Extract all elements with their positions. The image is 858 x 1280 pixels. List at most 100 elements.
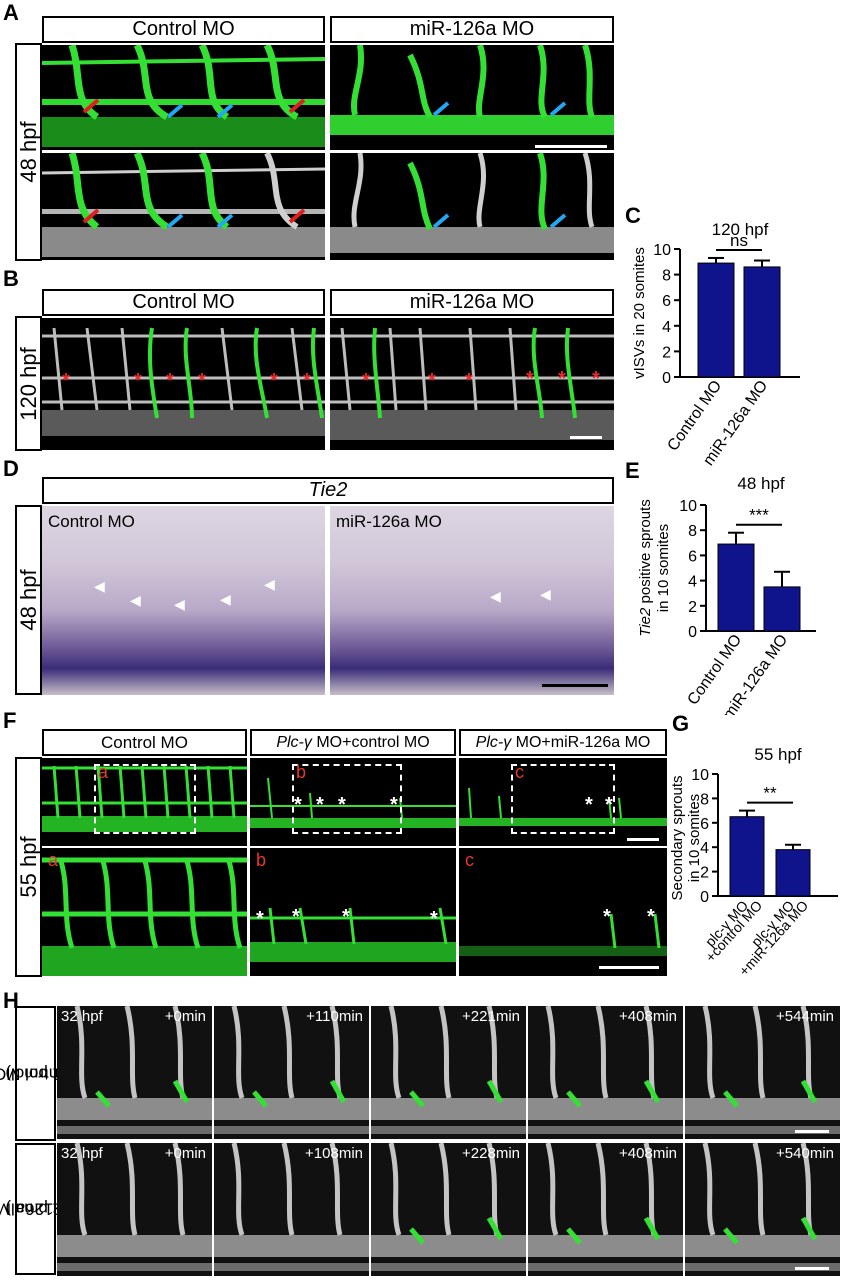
- y-tick-label: 10: [691, 767, 709, 784]
- stage-label-b: 120 hpf: [15, 316, 42, 451]
- timelapse-time-label: +221min: [462, 1008, 520, 1025]
- micrograph-a-mir-bottom: [330, 153, 614, 260]
- bar: [729, 816, 765, 897]
- timelapse-time-label: +0min: [164, 1008, 206, 1025]
- red-asterisk: *: [558, 368, 566, 390]
- significance-label: ns: [730, 231, 748, 250]
- header-tie2: Tie2: [42, 477, 614, 504]
- timelapse-time-label: +540min: [776, 1145, 834, 1162]
- y-tick-label: 2: [688, 599, 697, 616]
- micrograph-f-plc-mir-high: c * *: [459, 848, 667, 976]
- red-asterisk: *: [270, 370, 278, 392]
- header-control-mo-b: Control MO: [42, 289, 325, 316]
- significance-label: **: [763, 784, 777, 803]
- inset-box-a: [94, 764, 196, 834]
- white-asterisk: *: [256, 908, 264, 930]
- red-asterisk: *: [134, 370, 142, 392]
- panel-letter-g: G: [672, 711, 690, 736]
- y-tick-label: 2: [700, 865, 709, 882]
- timelapse-frame-control-0: 32 hpf +0min: [57, 1006, 212, 1139]
- scale-bar-f-high: [599, 966, 659, 969]
- timelapse-time-label: +544min: [776, 1008, 834, 1025]
- timelapse-start-label: 32 hpf: [61, 1145, 103, 1162]
- scale-bar-b: [570, 436, 602, 439]
- header-control-mo-f: Control MO: [42, 729, 247, 756]
- timelapse-frame-control-2: +221min: [371, 1006, 526, 1139]
- y-axis-label-line2: in 10 somites: [655, 524, 672, 612]
- y-tick-label: 0: [700, 889, 709, 906]
- red-asterisk: *: [166, 370, 174, 392]
- bar: [743, 266, 781, 378]
- ish-image-control: Control MO ◀ ◀ ◀ ◀ ◀: [42, 506, 325, 695]
- bar: [717, 543, 755, 632]
- micrograph-f-control-high: a: [42, 848, 247, 976]
- timelapse-frame-mir-0: 32 hpf +0min: [57, 1143, 212, 1276]
- ish-image-mir: miR-126a MO ◀ ◀: [330, 506, 614, 695]
- inset-letter-c: c: [515, 762, 524, 782]
- timelapse-frame-control-1: +110min: [214, 1006, 369, 1139]
- white-asterisk: *: [605, 794, 613, 816]
- inset-letter-b: b: [296, 762, 307, 782]
- arrowhead: ◀: [174, 596, 185, 612]
- micrograph-b-control: * * * * * *: [42, 318, 325, 450]
- red-asterisk: *: [465, 370, 473, 392]
- inset-letter-b-zoom: b: [256, 850, 267, 870]
- y-tick-label: 8: [662, 268, 671, 285]
- y-tick-label: 10: [679, 498, 697, 515]
- chart-g: 55 hpf 0 2 4 6 8 10 ** Secondary sprouts in 10 so…: [669, 745, 838, 979]
- significance-label: ***: [749, 506, 769, 525]
- y-tick-label: 6: [662, 293, 671, 310]
- panel-letter-b: B: [3, 266, 19, 291]
- red-asterisk: *: [303, 370, 311, 392]
- red-asterisk: *: [62, 370, 70, 392]
- white-asterisk: *: [585, 794, 593, 816]
- stage-label-h-control: Control MO (2 pmol): [0, 1006, 79, 1141]
- stage-label-f: 55 hpf: [15, 757, 42, 977]
- panel-letter-e: E: [625, 458, 640, 483]
- red-asterisk: *: [592, 368, 600, 390]
- timelapse-start-label: 32 hpf: [61, 1008, 103, 1025]
- red-asterisk: *: [362, 370, 370, 392]
- white-asterisk: *: [390, 794, 398, 816]
- y-tick-label: 8: [700, 791, 709, 808]
- ish-label-control: Control MO: [48, 512, 135, 531]
- stage-label-h-mir: miR-126a MO(2 pmol): [0, 1143, 88, 1275]
- inset-letter-a-zoom: a: [48, 850, 59, 870]
- chart-title: 48 hpf: [737, 474, 785, 493]
- y-axis-label: vISVs in 20 somites: [631, 247, 648, 379]
- timelapse-frame-mir-1: +108min: [214, 1143, 369, 1276]
- scale-bar-h: [795, 1130, 829, 1133]
- timelapse-time-label: +108min: [305, 1145, 363, 1162]
- y-tick-label: 4: [662, 319, 671, 336]
- inset-letter-c-zoom: c: [465, 850, 474, 870]
- y-tick-label: 0: [662, 370, 671, 387]
- micrograph-a-control-bottom: [42, 153, 325, 260]
- micrograph-f-plc-control-low: b * * * *: [250, 758, 456, 846]
- timelapse-time-label: +408min: [619, 1145, 677, 1162]
- header-mir126a-mo-b: miR-126a MO: [330, 289, 614, 316]
- white-asterisk: *: [294, 794, 302, 816]
- bar: [697, 262, 735, 378]
- panel-letter-h: H: [3, 988, 19, 1013]
- white-asterisk: *: [647, 906, 655, 928]
- y-tick-label: 4: [700, 840, 709, 857]
- timelapse-frame-control-3: +408min: [528, 1006, 683, 1139]
- y-tick-label: 2: [662, 344, 671, 361]
- red-asterisk: *: [428, 370, 436, 392]
- micrograph-b-mir: * * * * * *: [330, 318, 614, 450]
- y-axis-label-line2: in 10 somites: [686, 794, 703, 882]
- scale-bar-h: [795, 1267, 829, 1270]
- red-asterisk: *: [526, 368, 534, 390]
- ish-label-mir: miR-126a MO: [336, 512, 442, 531]
- bar: [775, 849, 811, 897]
- timelapse-time-label: +408min: [619, 1008, 677, 1025]
- bar: [763, 586, 801, 632]
- header-plc-mir: Plc-γ MO+miR-126a MO: [459, 729, 667, 756]
- header-plc-control: Plc-γ MO+control MO: [250, 729, 456, 756]
- micrograph-f-control-low: a: [42, 758, 247, 846]
- inset-box-c: [511, 764, 615, 834]
- timelapse-time-label: +110min: [306, 1008, 363, 1025]
- scale-bar-a: [535, 145, 607, 148]
- scale-bar-d: [542, 684, 608, 687]
